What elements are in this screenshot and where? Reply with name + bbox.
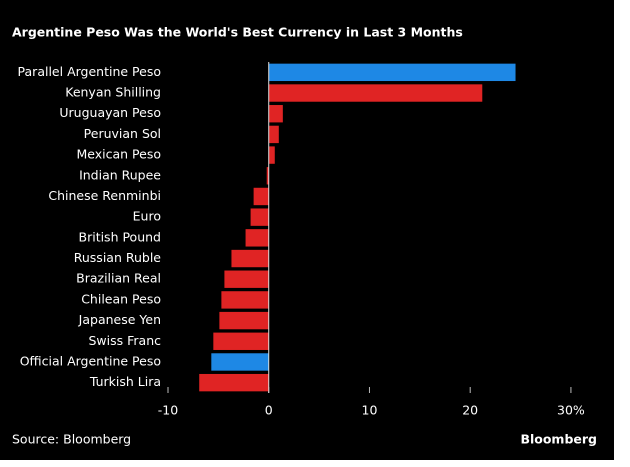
y-tick-label: Official Argentine Peso (20, 353, 161, 368)
x-tick-label: 20 (462, 403, 478, 418)
bar (268, 63, 516, 82)
y-tick-label: British Pound (79, 229, 162, 244)
y-tick-label: Turkish Lira (89, 374, 161, 389)
y-tick-label: Russian Ruble (74, 250, 162, 265)
y-tick-label: Chilean Peso (81, 291, 161, 306)
bar (221, 291, 269, 309)
y-tick-label: Mexican Peso (77, 147, 162, 162)
x-tick-label: 10 (362, 403, 378, 418)
bar (219, 311, 269, 330)
y-tick-label: Brazilian Real (76, 271, 161, 286)
bar (268, 84, 483, 102)
y-tick-label: Uruguayan Peso (59, 105, 161, 120)
bar (231, 249, 269, 268)
y-tick-label: Parallel Argentine Peso (18, 64, 161, 79)
bar (268, 125, 279, 144)
bar (250, 208, 269, 226)
bar (253, 187, 269, 206)
y-tick-label: Chinese Renminbi (48, 188, 161, 203)
bar (213, 332, 269, 350)
bar (268, 105, 283, 123)
x-tick-label: 0 (265, 403, 273, 418)
bar (266, 167, 269, 185)
y-tick-label: Japanese Yen (78, 312, 161, 327)
chart-title: Argentine Peso Was the World's Best Curr… (12, 25, 463, 40)
x-tick-label: -10 (158, 403, 178, 418)
brand: Bloomberg (520, 432, 597, 447)
y-tick-label: Euro (133, 209, 161, 224)
source: Source: Bloomberg (12, 432, 131, 447)
y-tick-label: Kenyan Shilling (65, 85, 161, 100)
y-tick-label: Indian Rupee (79, 167, 161, 182)
bar (224, 270, 269, 288)
bar (199, 373, 269, 392)
y-tick-label: Peruvian Sol (84, 126, 161, 141)
bar (245, 229, 269, 247)
bar (211, 353, 269, 371)
x-tick-label: 30% (557, 403, 585, 418)
bar (268, 146, 275, 164)
y-tick-label: Swiss Franc (88, 333, 161, 348)
